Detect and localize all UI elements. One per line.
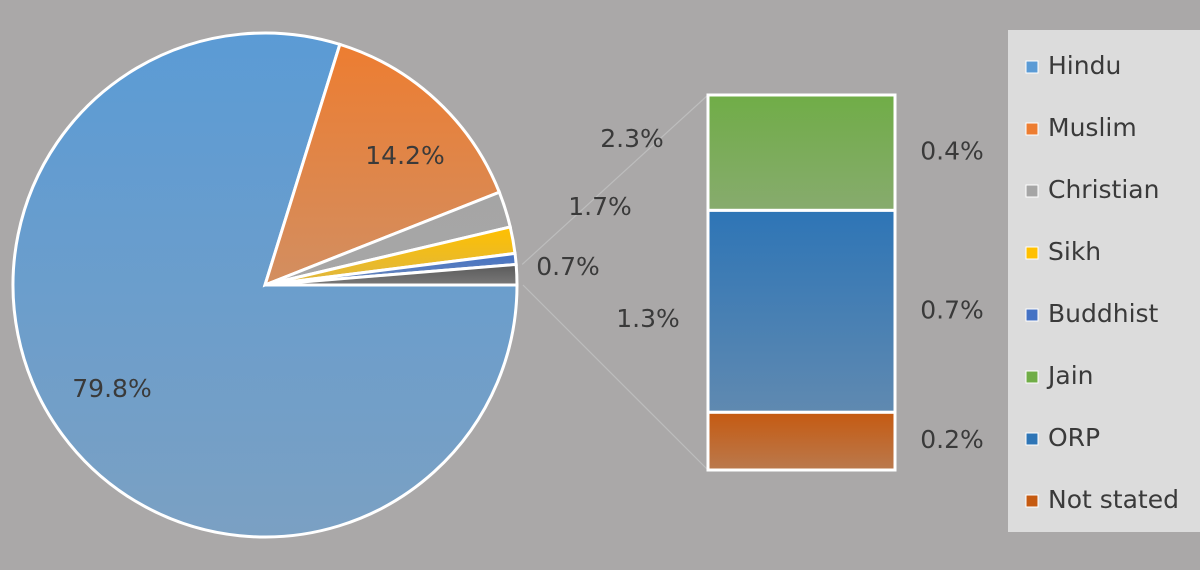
data-label: 79.8% — [72, 374, 151, 403]
legend-swatch — [1025, 494, 1039, 508]
data-label: 1.7% — [568, 192, 632, 221]
legend-swatch — [1025, 370, 1039, 384]
pie-slice — [262, 42, 502, 288]
data-label: 14.2% — [365, 141, 444, 170]
data-label: 0.7% — [536, 252, 600, 281]
legend-swatch — [1025, 122, 1039, 136]
legend-box — [1008, 30, 1200, 532]
pie-slice — [264, 262, 519, 287]
data-label: 0.4% — [920, 137, 984, 166]
data-label: 0.7% — [920, 295, 984, 324]
legend-label: Not stated — [1048, 485, 1179, 514]
legend-swatch — [1025, 184, 1039, 198]
data-label: 2.3% — [600, 124, 664, 153]
legend-swatch — [1025, 246, 1039, 260]
legend-swatch — [1025, 60, 1039, 74]
legend-label: Buddhist — [1048, 299, 1159, 328]
data-label: 1.3% — [616, 304, 680, 333]
legend-label: Jain — [1046, 361, 1093, 390]
legend-label: ORP — [1048, 423, 1100, 452]
legend-label: Sikh — [1048, 237, 1101, 266]
data-label: 0.2% — [920, 425, 984, 454]
legend-label: Christian — [1048, 175, 1159, 204]
bar-segment — [706, 208, 897, 414]
bar-segment — [706, 93, 897, 212]
legend-swatch — [1025, 432, 1039, 446]
connector-line — [522, 284, 709, 471]
legend-label: Hindu — [1048, 51, 1121, 80]
legend-label: Muslim — [1048, 113, 1137, 142]
legend-swatch — [1025, 308, 1039, 322]
bar-segment — [706, 410, 897, 472]
connector-line — [521, 94, 709, 265]
